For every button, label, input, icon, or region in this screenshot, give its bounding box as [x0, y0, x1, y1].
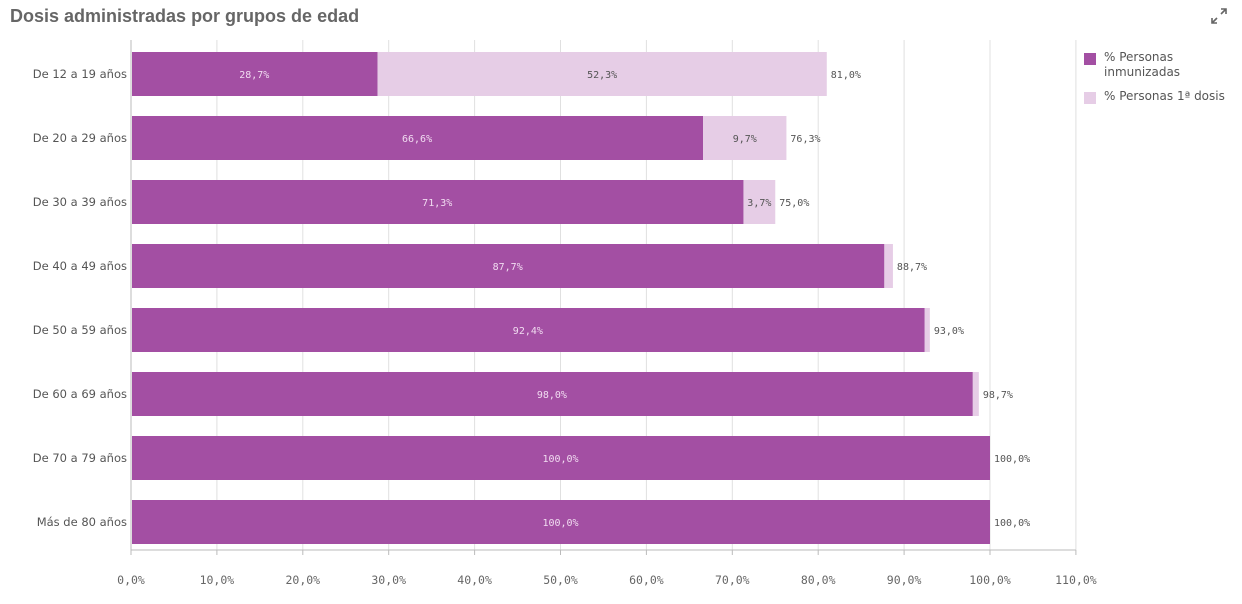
bar-first-dose: [924, 308, 930, 352]
data-label-immunized: 98,0%: [537, 390, 567, 401]
total-label: 100,0%: [994, 518, 1030, 529]
x-tick-label: 60,0%: [629, 573, 664, 587]
total-label: 88,7%: [897, 262, 927, 273]
total-label: 98,7%: [983, 390, 1013, 401]
bar-immunized: [132, 372, 973, 416]
chart-title: Dosis administradas por grupos de edad: [10, 6, 360, 26]
category-label: De 40 a 49 años: [33, 259, 127, 273]
data-label-immunized: 92,4%: [513, 326, 543, 337]
x-tick-label: 20,0%: [285, 573, 320, 587]
bar-immunized: [132, 436, 990, 480]
bar-immunized: [132, 180, 744, 224]
data-label-immunized: 28,7%: [239, 70, 269, 81]
data-label-first-dose: 9,7%: [733, 134, 757, 145]
bar-first-dose: [884, 244, 893, 288]
total-label: 75,0%: [779, 198, 809, 209]
legend-swatch-first-dose: [1084, 92, 1096, 104]
bar-immunized: [132, 52, 378, 96]
bar-first-dose: [972, 372, 979, 416]
expand-button[interactable]: [1208, 5, 1230, 27]
data-label-immunized: 66,6%: [402, 134, 432, 145]
data-label-immunized: 100,0%: [542, 518, 578, 529]
x-tick-label: 70,0%: [715, 573, 750, 587]
total-label: 93,0%: [934, 326, 964, 337]
legend-swatch-immunized: [1084, 53, 1096, 65]
category-label: De 70 a 79 años: [33, 451, 127, 465]
x-tick-label: 100,0%: [969, 573, 1011, 587]
data-label-immunized: 71,3%: [422, 198, 452, 209]
data-label-immunized: 87,7%: [493, 262, 523, 273]
bar-immunized: [132, 308, 925, 352]
total-label: 100,0%: [994, 454, 1030, 465]
category-label: De 30 a 39 años: [33, 195, 127, 209]
bar-first-dose: [377, 52, 827, 96]
x-tick-label: 80,0%: [801, 573, 836, 587]
x-tick-label: 90,0%: [887, 573, 922, 587]
chart-legend: % Personas inmunizadas % Personas 1ª dos…: [1084, 50, 1234, 113]
legend-item-immunized[interactable]: % Personas inmunizadas: [1084, 50, 1234, 80]
bar-immunized: [132, 500, 990, 544]
legend-item-first-dose[interactable]: % Personas 1ª dosis: [1084, 89, 1234, 104]
data-label-immunized: 100,0%: [542, 454, 578, 465]
total-label: 81,0%: [831, 70, 861, 81]
data-label-first-dose: 3,7%: [747, 198, 771, 209]
x-tick-label: 30,0%: [371, 573, 406, 587]
x-tick-label: 110,0%: [1055, 573, 1097, 587]
bar-immunized: [132, 244, 885, 288]
expand-icon: [1211, 8, 1227, 24]
category-label: De 20 a 29 años: [33, 131, 127, 145]
bar-first-dose: [703, 116, 787, 160]
x-tick-label: 50,0%: [543, 573, 578, 587]
x-tick-label: 10,0%: [200, 573, 235, 587]
legend-label-immunized: % Personas inmunizadas: [1104, 50, 1181, 79]
category-label: De 60 a 69 años: [33, 387, 127, 401]
category-label: De 12 a 19 años: [33, 67, 127, 81]
x-tick-label: 40,0%: [457, 573, 492, 587]
data-label-first-dose: 52,3%: [587, 70, 617, 81]
x-tick-label: 0,0%: [117, 573, 145, 587]
total-label: 76,3%: [790, 134, 820, 145]
bar-first-dose: [743, 180, 776, 224]
category-label: De 50 a 59 años: [33, 323, 127, 337]
category-label: Más de 80 años: [37, 515, 127, 529]
legend-label-first-dose: % Personas 1ª dosis: [1104, 89, 1225, 103]
bar-immunized: [132, 116, 704, 160]
